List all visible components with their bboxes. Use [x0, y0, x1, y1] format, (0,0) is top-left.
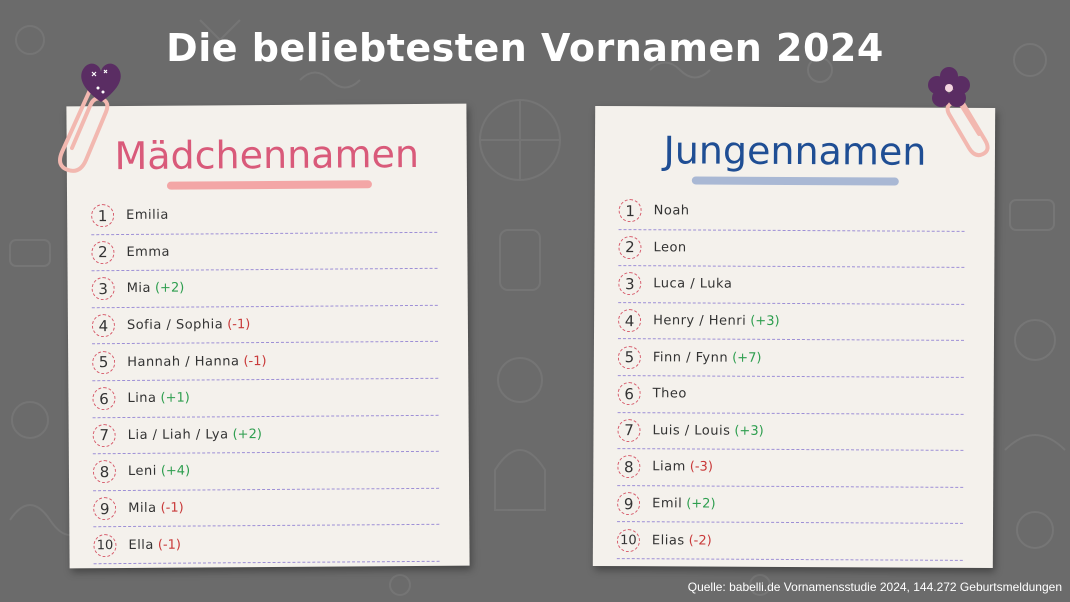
name-label: Theo — [652, 386, 687, 402]
rank-change: (-1) — [157, 537, 182, 553]
rank-badge: 1 — [618, 199, 642, 223]
rank-badge: 10 — [616, 528, 640, 552]
name-label: Liam — [652, 459, 686, 475]
rank-badge: 5 — [92, 350, 116, 374]
rank-badge: 9 — [617, 492, 641, 516]
name-label: Leon — [653, 240, 687, 256]
girls-heading-underline — [166, 180, 372, 190]
list-item: 8 Leni (+4) — [92, 451, 440, 491]
name-label: Lia / Liah / Lya — [127, 427, 229, 443]
list-item: 2 Leon — [618, 229, 965, 269]
girls-names-card: Mädchennamen 1 Emilia 2 Emma 3 Mia (+2) 4 Sofia … — [66, 103, 470, 569]
name-label: Lina — [127, 391, 157, 407]
girls-heading: Mädchennamen — [114, 131, 420, 179]
name-label: Mia — [126, 281, 152, 297]
rank-change: (-3) — [689, 459, 713, 476]
rank-change: (-1) — [243, 353, 267, 369]
name-label: Luca / Luka — [653, 276, 733, 293]
list-item: 5 Finn / Fynn (+7) — [617, 339, 964, 378]
name-label: Leni — [127, 464, 157, 480]
rank-badge: 4 — [91, 314, 116, 338]
list-item: 6 Lina (+1) — [92, 378, 439, 418]
rank-change: (+3) — [750, 313, 780, 330]
rank-change: (-1) — [160, 500, 184, 516]
rank-badge: 3 — [91, 277, 115, 301]
name-label: Luis / Louis — [652, 423, 731, 439]
rank-change: (+1) — [160, 390, 190, 407]
list-item: 1 Noah — [618, 193, 965, 232]
list-item: 10 Ella (-1) — [93, 525, 440, 565]
rank-change: (+2) — [154, 281, 185, 297]
rank-badge: 4 — [618, 309, 642, 333]
list-item: 8 Liam (-3) — [617, 449, 964, 488]
rank-badge: 7 — [617, 418, 641, 443]
rank-badge: 8 — [92, 460, 117, 484]
rank-change: (+2) — [686, 496, 716, 512]
name-label: Sofia / Sophia — [126, 317, 224, 334]
list-item: 5 Hannah / Hanna (-1) — [92, 342, 439, 382]
name-label: Emil — [652, 496, 683, 512]
list-item: 10 Elias (-2) — [616, 522, 964, 561]
rank-badge: 7 — [92, 423, 116, 448]
list-item: 1 Emilia — [91, 195, 438, 235]
girls-names-list: 1 Emilia 2 Emma 3 Mia (+2) 4 Sofia / Sophia (-1) 5… — [91, 195, 440, 565]
list-item: 3 Mia (+2) — [91, 269, 438, 309]
boys-names-card: Jungennamen 1 Noah 2 Leon 3 Luca / Luka 4 Henry… — [592, 105, 996, 569]
list-item: 9 Emil (+2) — [617, 485, 964, 525]
rank-change: (-1) — [227, 317, 251, 333]
rank-badge: 6 — [92, 387, 116, 411]
rank-badge: 10 — [93, 533, 117, 557]
name-label: Hannah / Hanna — [127, 353, 240, 370]
name-label: Elias — [651, 532, 685, 549]
list-item: 9 Mila (-1) — [93, 488, 440, 528]
rank-badge: 2 — [91, 240, 115, 265]
list-item: 3 Luca / Luka — [618, 266, 965, 305]
rank-change: (+4) — [160, 464, 191, 480]
boys-heading: Jungennamen — [663, 128, 927, 174]
rank-change: (+2) — [232, 426, 262, 443]
page-title: Die beliebtesten Vornamen 2024 — [166, 26, 884, 70]
name-label: Mila — [128, 500, 157, 517]
name-label: Finn / Fynn — [652, 349, 729, 366]
source-note: Quelle: babelli.de Vornamensstudie 2024,… — [687, 580, 1062, 594]
list-item: 2 Emma — [91, 232, 438, 272]
rank-badge: 2 — [618, 235, 642, 260]
name-label: Emilia — [126, 207, 169, 224]
rank-badge: 6 — [617, 382, 641, 406]
rank-badge: 8 — [617, 455, 641, 479]
name-label: Noah — [653, 203, 690, 219]
list-item: 4 Henry / Henri (+3) — [617, 302, 965, 342]
flower-icon — [928, 67, 970, 107]
rank-change: (+7) — [732, 350, 762, 366]
list-item: 4 Sofia / Sophia (-1) — [91, 305, 439, 345]
rank-badge: 9 — [93, 497, 117, 521]
list-item: 7 Luis / Louis (+3) — [617, 412, 964, 452]
rank-badge: 3 — [618, 272, 642, 296]
name-label: Henry / Henri — [653, 313, 747, 329]
rank-change: (-2) — [688, 533, 712, 549]
name-label: Ella — [128, 537, 154, 553]
boys-names-list: 1 Noah 2 Leon 3 Luca / Luka 4 Henry / Henri (+3)… — [616, 193, 965, 561]
rank-change: (+3) — [734, 423, 764, 439]
rank-badge: 1 — [91, 204, 115, 228]
heart-icon — [81, 63, 121, 102]
boys-heading-underline — [691, 176, 899, 186]
rank-badge: 5 — [617, 345, 641, 369]
list-item: 6 Theo — [617, 376, 964, 415]
list-item: 7 Lia / Liah / Lya (+2) — [92, 415, 439, 455]
name-label: Emma — [126, 244, 170, 260]
